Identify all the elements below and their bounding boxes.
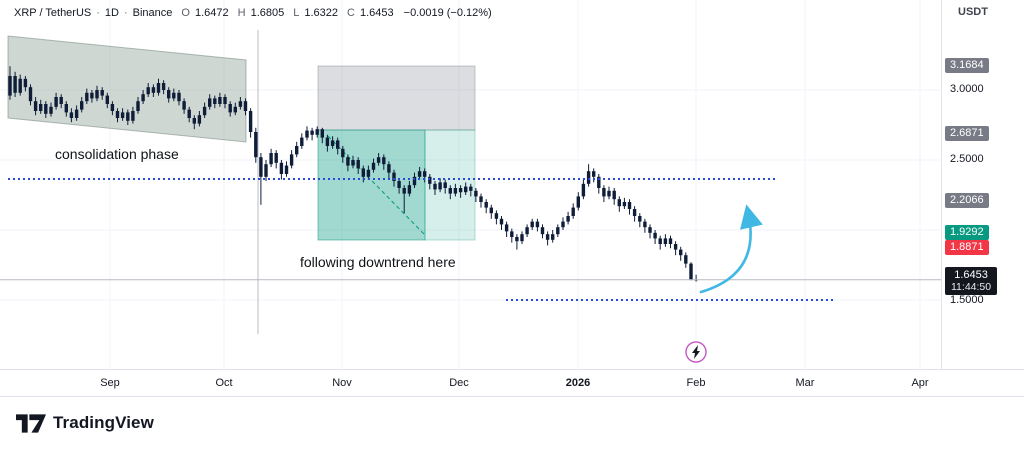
up-arrow-drawing[interactable] — [699, 204, 763, 294]
consolidation-channel[interactable] — [7, 35, 247, 143]
time-label-mar: Mar — [795, 377, 815, 389]
legend-separator: · — [123, 7, 128, 19]
tradingview-logo[interactable]: TradingView — [16, 413, 154, 433]
event-lightning-icon[interactable] — [685, 341, 707, 363]
change-value: −0.0019 (−0.12%) — [403, 7, 492, 19]
price-label-1.8871: 1.8871 — [945, 240, 989, 255]
price-label-1.5000: 1.5000 — [950, 294, 984, 306]
chart-pane[interactable]: XRP / TetherUS · 1D · Binance O 1.6472 H… — [0, 0, 1024, 397]
price-label-1.9292: 1.9292 — [945, 225, 989, 240]
profit-zone-box-light[interactable] — [424, 129, 476, 241]
legend-separator: · — [96, 7, 100, 19]
low-value: 1.6322 — [304, 7, 339, 19]
last-price-value: 1.6453 — [954, 269, 988, 281]
time-label-dec: Dec — [449, 377, 469, 389]
price-label-3.1684: 3.1684 — [945, 58, 989, 73]
time-label-oct: Oct — [215, 377, 233, 389]
risk-zone-box[interactable] — [317, 65, 476, 131]
tradingview-logo-text: TradingView — [53, 413, 154, 432]
tradingview-logo-icon — [16, 413, 46, 433]
low-label: L — [293, 7, 300, 19]
open-value: 1.6472 — [194, 7, 229, 19]
price-label-2.5000: 2.5000 — [950, 153, 984, 165]
price-axis[interactable]: USDT 3.1684 3.0000 2.6871 2.5000 2.2066 1.929… — [941, 0, 1024, 369]
price-label-2.2066: 2.2066 — [945, 193, 989, 208]
symbol-name[interactable]: XRP / TetherUS — [14, 7, 92, 19]
annotation-following-downtrend[interactable]: following downtrend here — [300, 254, 456, 270]
open-label: O — [181, 7, 190, 19]
close-label: C — [347, 7, 355, 19]
time-label-feb: Feb — [686, 377, 706, 389]
time-label-apr: Apr — [911, 377, 929, 389]
price-label-3.0000: 3.0000 — [950, 83, 984, 95]
interval-label[interactable]: 1D — [104, 7, 119, 19]
price-label-2.6871: 2.6871 — [945, 126, 989, 141]
price-chart-canvas[interactable] — [0, 0, 941, 369]
last-price-badge: 1.6453 11:44:50 — [945, 267, 998, 295]
high-value: 1.6805 — [250, 7, 285, 19]
currency-toggle-button[interactable]: USDT — [958, 6, 988, 18]
time-axis[interactable]: Sep Oct Nov Dec 2026 Feb Mar Apr — [0, 369, 1024, 396]
high-label: H — [237, 7, 246, 19]
bar-countdown: 11:44:50 — [951, 281, 992, 293]
footer-bar: TradingView — [0, 397, 1024, 449]
annotation-consolidation-phase[interactable]: consolidation phase — [55, 146, 179, 162]
candlestick-series — [8, 66, 698, 282]
profit-zone-box-dark[interactable] — [317, 129, 426, 241]
close-value: 1.6453 — [359, 7, 394, 19]
time-label-2026: 2026 — [565, 377, 591, 389]
time-label-nov: Nov — [332, 377, 352, 389]
exchange-label[interactable]: Binance — [132, 7, 173, 19]
time-label-sep: Sep — [100, 377, 120, 389]
symbol-legend[interactable]: XRP / TetherUS · 1D · Binance O 1.6472 H… — [14, 7, 492, 19]
